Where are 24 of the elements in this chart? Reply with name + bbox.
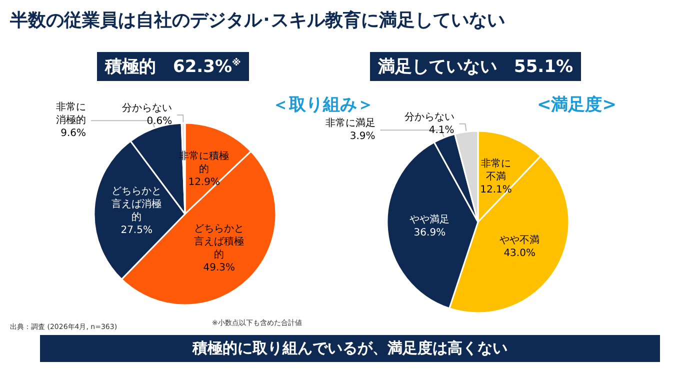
data-label: 3.9%	[350, 131, 376, 142]
chart-subtitle: <満足度>	[537, 94, 616, 116]
text: 積極的に取り組んでいるが、満足度は高くない	[40, 335, 660, 362]
text: ＜取り組み＞	[272, 94, 374, 116]
data-label: 0.6%	[146, 116, 172, 128]
slice-label: やや不満	[500, 234, 540, 246]
slice-label: どちらかと言えば積極的	[194, 223, 244, 260]
data-label: 9.6%	[60, 128, 86, 140]
slice-label: どちらかと言えば消極的	[112, 186, 162, 223]
slice-label: 分からない	[122, 102, 172, 114]
data-label: 4.1%	[428, 124, 454, 136]
text: 半数の従業員は自社のデジタル･スキル教育に満足していない	[10, 9, 505, 32]
slice-label: 分からない	[404, 110, 454, 123]
data-label: 27.5%	[120, 224, 152, 236]
data-label: 43.0%	[504, 248, 536, 259]
slice-label: 非常に積極的	[179, 150, 230, 175]
chart-title: 満足していない 55.1%	[370, 52, 581, 81]
chart-title: 積極的 62.3%$^{※}$	[97, 52, 249, 81]
slice-label: 非常に満足	[325, 117, 376, 130]
data-label: 49.3%	[203, 262, 235, 274]
slice-label: やや満足	[410, 213, 450, 226]
data-label: 36.9%	[414, 227, 446, 238]
slice-label: 非常に消極的	[56, 101, 86, 126]
slice-label: 非常に不満	[480, 157, 511, 182]
